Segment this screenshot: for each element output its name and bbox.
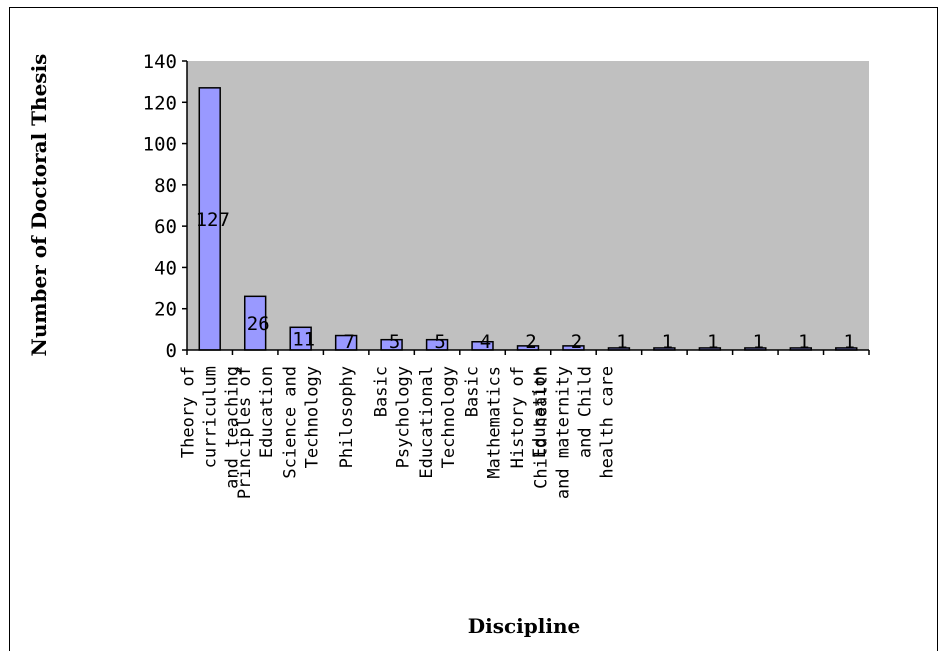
category-label: Theory of	[179, 366, 199, 458]
data-label: 1	[616, 331, 627, 353]
y-axis-title: Number of Doctoral Thesis	[27, 54, 51, 357]
x-axis-title: Discipline	[468, 614, 580, 638]
category-label: curriculum	[201, 366, 221, 468]
category-label: and maternity	[553, 366, 573, 499]
category-label: Basic	[372, 366, 392, 417]
y-tick-label: 60	[154, 216, 177, 238]
category-label: Principles of	[235, 366, 255, 499]
x-axis-ticks	[186, 350, 870, 355]
plot-area	[187, 61, 869, 350]
category-label: and Child	[575, 366, 595, 458]
category-label: Mathematics	[485, 366, 505, 479]
data-label: 2	[571, 331, 582, 353]
category-label: health care	[597, 366, 617, 479]
category-label: Psychology	[394, 366, 414, 468]
category-labels: Theory of curriculum and teachingPrinciple…	[179, 366, 618, 499]
category-label: Child health	[531, 366, 551, 489]
data-label: 7	[343, 331, 354, 353]
category-label: Technology	[439, 366, 459, 468]
category-label: Education	[530, 366, 550, 458]
data-label: 5	[434, 331, 445, 353]
data-label: 2	[525, 331, 536, 353]
category-label: Science and	[281, 366, 301, 479]
y-tick-label: 20	[154, 299, 177, 321]
category-label: Technology	[303, 366, 323, 468]
y-tick-label: 80	[154, 175, 177, 197]
data-label: 1	[707, 331, 718, 353]
category-label: Education	[257, 366, 277, 458]
y-tick-label: 40	[154, 257, 177, 279]
data-label: 11	[292, 329, 315, 351]
y-tick-label: 100	[143, 134, 177, 156]
data-label: 1	[798, 331, 809, 353]
data-label: 1	[753, 331, 764, 353]
data-label: 5	[389, 331, 400, 353]
data-label: 1	[844, 331, 855, 353]
y-tick-label: 140	[143, 51, 177, 73]
data-label: 127	[196, 209, 230, 231]
data-label: 4	[480, 331, 491, 353]
category-label: Philosophy	[337, 366, 357, 468]
chart-frame: 0 20 40 60 80 100 120 140 127 26 11 7 5 5 4 2 2 1 1 1 1 1 1 T…	[9, 7, 938, 651]
category-label: and teaching	[223, 366, 243, 489]
category-label: History of	[508, 366, 528, 468]
y-axis-ticks: 0 20 40 60 80 100 120 140	[143, 51, 187, 362]
y-tick-label: 120	[143, 92, 177, 114]
category-label: Basic	[463, 366, 483, 417]
category-label: Educational	[417, 366, 437, 479]
data-label: 26	[247, 313, 270, 335]
y-tick-label: 0	[166, 340, 177, 362]
data-label: 1	[662, 331, 673, 353]
